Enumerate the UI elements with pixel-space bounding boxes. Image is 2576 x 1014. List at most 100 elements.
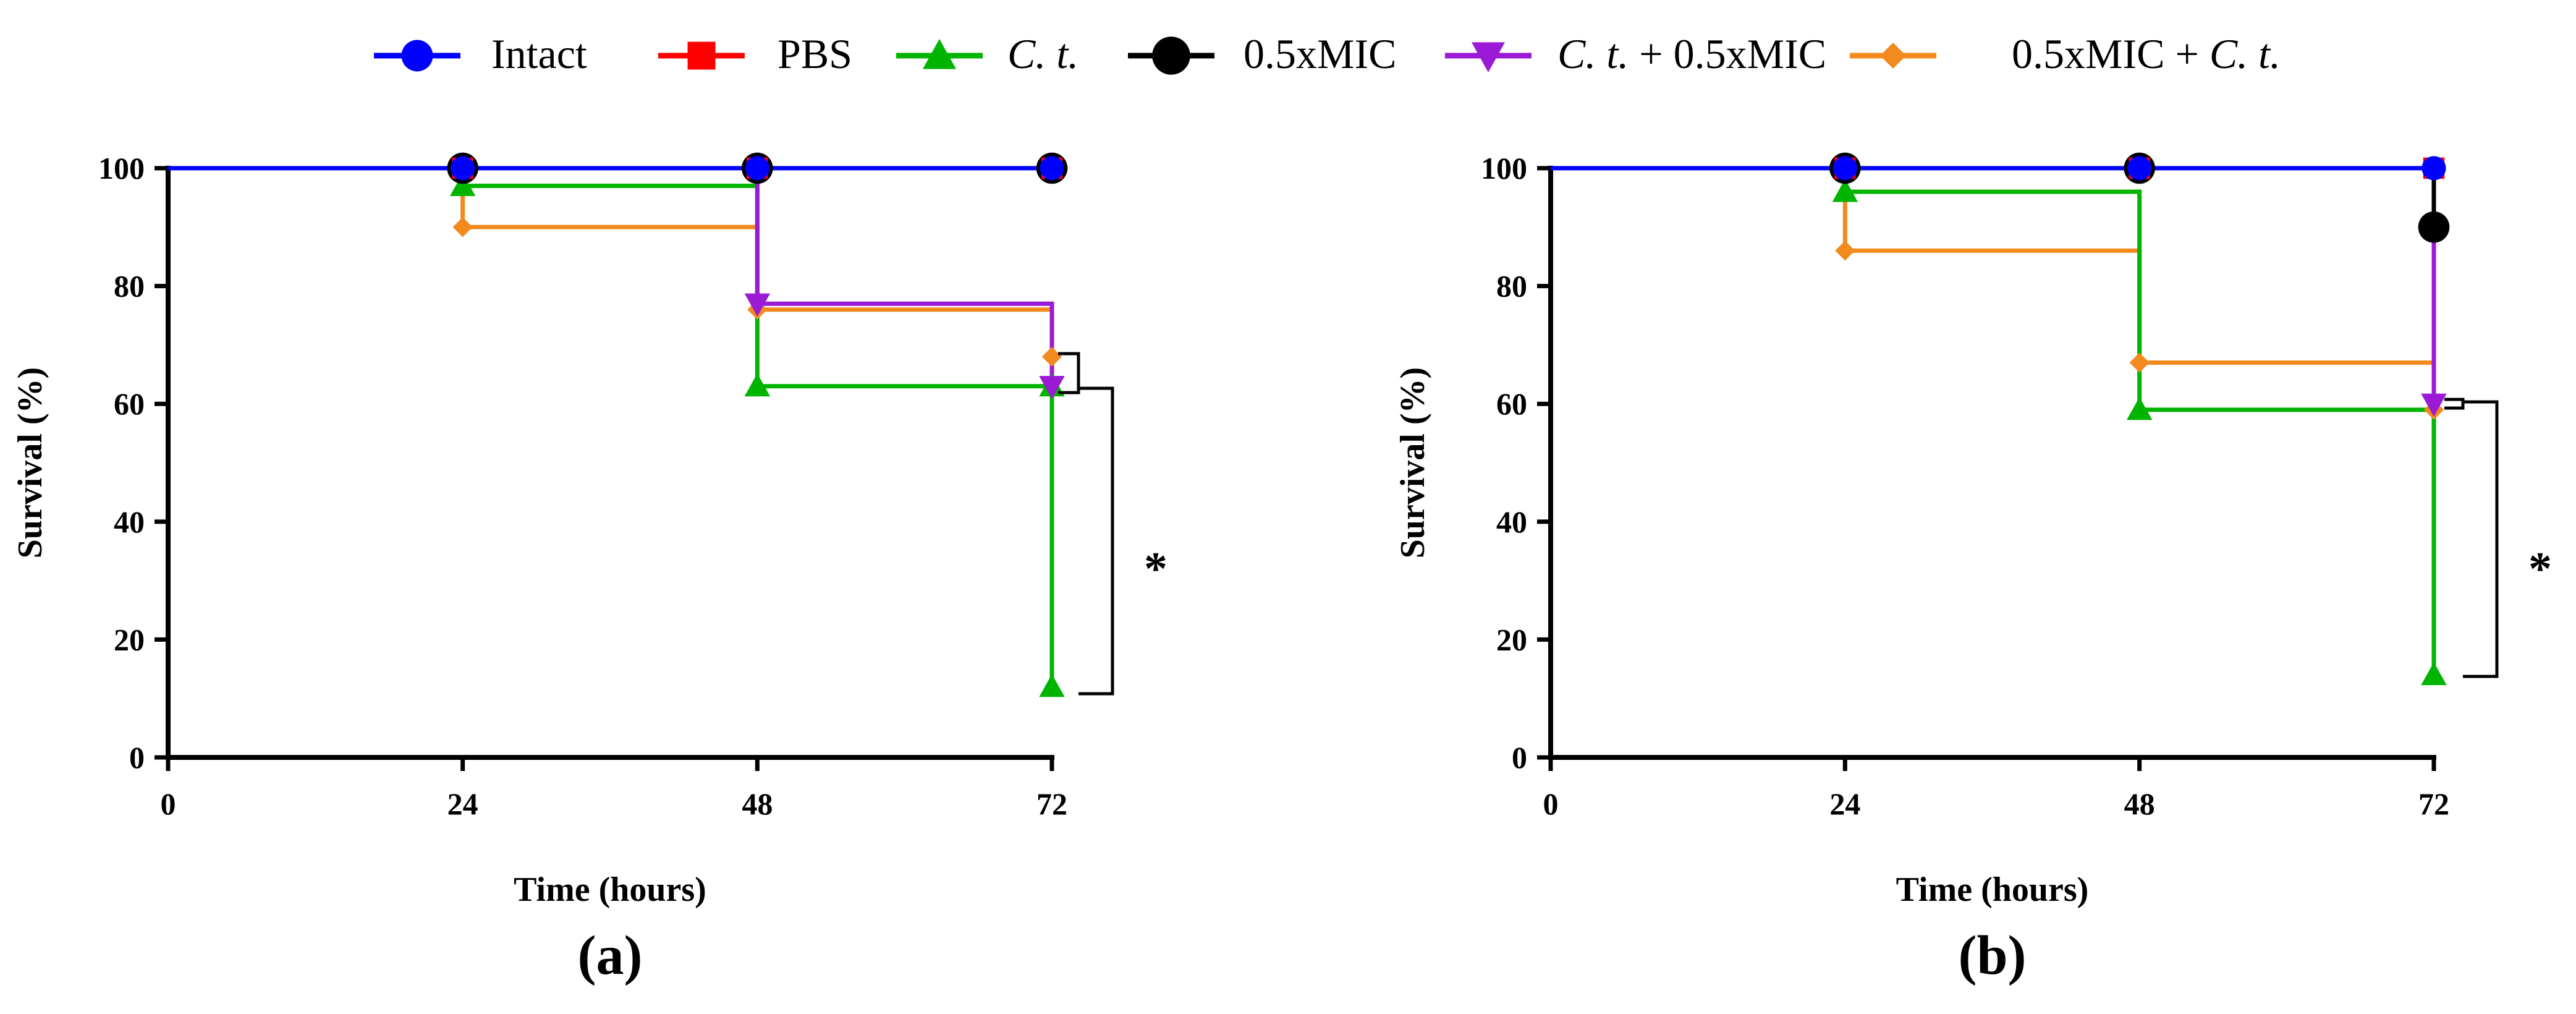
significance-star: * (1144, 543, 1167, 595)
data-point (449, 173, 476, 197)
data-point (1832, 179, 1858, 202)
data-point (2129, 352, 2150, 373)
x-tick-label: 0 (1543, 786, 1559, 821)
data-point (2421, 156, 2446, 181)
series-c-t (168, 166, 1054, 687)
series-line (1551, 166, 2436, 404)
y-tick-label: 100 (1481, 151, 1527, 185)
legend-label-part: C. t. (2210, 30, 2281, 77)
legend-label: 0.5xMIC (1244, 30, 1396, 77)
panel-a: 0 20 40 60 80 100 0 24 48 72 Time (hours) Survival … (11, 151, 1167, 986)
x-tick-label: 24 (447, 786, 478, 821)
panel-b: 0 20 40 60 80 100 0 24 48 72 Time (hours) Survival … (1394, 151, 2552, 986)
legend-item-c-t-0-5xmic: C. t. + 0.5xMIC (1445, 30, 1826, 77)
data-point (451, 156, 475, 181)
x-axis-title: Time (hours) (1896, 871, 2089, 909)
data-point (1832, 156, 1857, 181)
data-point (1041, 346, 1062, 367)
series-0-5xmic-c-t (168, 166, 1054, 357)
series-markers-c-t-0-5xmic (2421, 393, 2447, 417)
legend-item-0-5xmic: 0.5xMIC (1128, 30, 1396, 77)
y-tick-label: 20 (1496, 622, 1527, 657)
series-line (168, 166, 1054, 386)
bracket-line-small (1058, 352, 1080, 394)
x-tick-label: 0 (161, 786, 176, 821)
data-point (452, 217, 473, 237)
legend-label-part: Intact (491, 30, 587, 77)
legend-label-part: C. t. (1007, 30, 1078, 77)
y-tick-label: 40 (114, 505, 145, 539)
y-tick-label: 60 (1496, 386, 1527, 421)
legend-label-part: C. t. (1557, 30, 1629, 77)
series-line (1551, 166, 2436, 228)
panel-label: (b) (1959, 925, 2027, 986)
legend-marker (401, 40, 433, 72)
x-tick-label: 48 (742, 786, 773, 821)
data-point (1039, 673, 1065, 697)
series-line (1551, 166, 2436, 410)
y-tick-label: 80 (114, 269, 145, 304)
series-line (168, 166, 1054, 357)
legend-marker (1472, 42, 1505, 72)
x-tick-label: 72 (2418, 786, 2449, 821)
x-axis-title: Time (hours) (514, 871, 706, 909)
legend-label: Intact (491, 30, 587, 77)
series-line (168, 166, 1054, 687)
data-point (1040, 156, 1064, 181)
series-markers-c-t (1832, 179, 2447, 686)
series-0-5xmic (1551, 166, 2436, 228)
significance-bracket: * (1058, 352, 1167, 696)
legend-item-c-t: C. t. (896, 30, 1078, 77)
series-markers-c-t-0-5xmic (744, 293, 1065, 399)
bracket-line-small (2444, 398, 2465, 410)
series-c-t (1551, 166, 2436, 675)
data-point (2126, 397, 2153, 420)
y-tick-label: 0 (1512, 740, 1527, 775)
data-point (2421, 662, 2447, 686)
legend-label-part: PBS (777, 30, 852, 77)
series-c-t-0-5xmic (168, 166, 1054, 386)
data-point (2421, 393, 2447, 417)
series-line (1551, 166, 2436, 675)
y-tick-label: 60 (114, 386, 145, 421)
series-markers-intact (1832, 156, 2446, 181)
legend-marker (1152, 36, 1190, 75)
significance-star: * (2528, 543, 2552, 595)
data-point (1835, 241, 1855, 261)
panel-label: (a) (578, 925, 643, 986)
legend-item-intact: Intact (374, 30, 587, 77)
legend-item-0-5xmic-c-t: 0.5xMIC + C. t. (1850, 30, 2281, 77)
y-tick-label: 100 (98, 151, 145, 185)
y-tick-label: 20 (114, 622, 145, 657)
y-tick-label: 80 (1496, 269, 1527, 304)
legend: Intact PBS C. t. 0.5xMIC C. t. + 0.5xMIC 0.5x… (374, 30, 2281, 77)
y-tick-label: 0 (129, 740, 145, 775)
series-0-5xmic-c-t (1551, 166, 2436, 410)
data-point (2127, 156, 2152, 181)
data-point (744, 373, 771, 397)
data-point (745, 156, 769, 181)
y-tick-label: 40 (1496, 505, 1527, 539)
data-point (744, 293, 771, 317)
significance-bracket: * (2444, 398, 2552, 678)
legend-label-part: 0.5xMIC (1244, 30, 1396, 77)
x-tick-label: 24 (1829, 786, 1860, 821)
legend-label-part: + 0.5xMIC (1629, 30, 1826, 77)
bracket-line (2463, 400, 2499, 678)
legend-marker (687, 41, 716, 70)
legend-label: 0.5xMIC + C. t. (2012, 30, 2281, 77)
legend-label: C. t. + 0.5xMIC (1557, 30, 1826, 77)
legend-item-pbs: PBS (658, 30, 852, 77)
y-axis-title: Survival (%) (1394, 367, 1432, 559)
legend-marker (1880, 43, 1906, 69)
bracket-line (1078, 386, 1114, 696)
legend-label-part: 0.5xMIC + (2012, 30, 2210, 77)
y-axis-title: Survival (%) (11, 367, 49, 559)
series-markers-intact (451, 156, 1064, 181)
x-tick-label: 72 (1036, 786, 1067, 821)
x-tick-label: 48 (2124, 786, 2155, 821)
data-point (2418, 211, 2450, 243)
legend-marker (923, 39, 956, 69)
data-point (1039, 376, 1065, 399)
